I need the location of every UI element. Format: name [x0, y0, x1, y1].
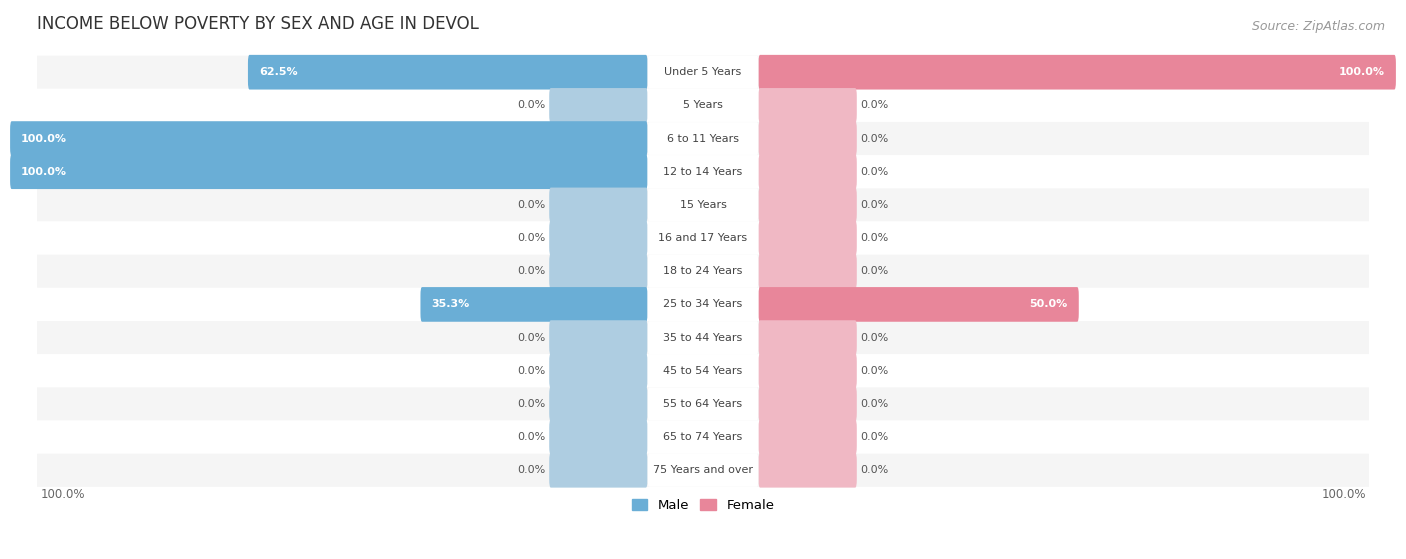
Text: 100.0%: 100.0%	[21, 167, 67, 177]
FancyBboxPatch shape	[758, 55, 1396, 89]
FancyBboxPatch shape	[37, 89, 1369, 122]
Text: 6 to 11 Years: 6 to 11 Years	[666, 134, 740, 144]
FancyBboxPatch shape	[648, 56, 758, 89]
FancyBboxPatch shape	[758, 254, 856, 288]
FancyBboxPatch shape	[758, 154, 856, 189]
Text: 12 to 14 Years: 12 to 14 Years	[664, 167, 742, 177]
FancyBboxPatch shape	[550, 353, 648, 388]
Text: 100.0%: 100.0%	[1322, 487, 1365, 501]
Text: 15 Years: 15 Years	[679, 200, 727, 210]
FancyBboxPatch shape	[37, 55, 1369, 89]
FancyBboxPatch shape	[758, 221, 856, 255]
FancyBboxPatch shape	[247, 55, 648, 89]
Text: 0.0%: 0.0%	[860, 432, 889, 442]
Text: 0.0%: 0.0%	[860, 366, 889, 376]
FancyBboxPatch shape	[758, 453, 856, 487]
Text: 35.3%: 35.3%	[432, 300, 470, 310]
FancyBboxPatch shape	[648, 155, 758, 188]
Text: 0.0%: 0.0%	[517, 101, 546, 110]
Text: INCOME BELOW POVERTY BY SEX AND AGE IN DEVOL: INCOME BELOW POVERTY BY SEX AND AGE IN D…	[37, 15, 479, 33]
Text: 0.0%: 0.0%	[860, 134, 889, 144]
Text: 0.0%: 0.0%	[517, 399, 546, 409]
FancyBboxPatch shape	[37, 387, 1369, 420]
Text: 0.0%: 0.0%	[517, 432, 546, 442]
Text: 35 to 44 Years: 35 to 44 Years	[664, 333, 742, 343]
FancyBboxPatch shape	[648, 188, 758, 221]
FancyBboxPatch shape	[550, 254, 648, 288]
FancyBboxPatch shape	[37, 420, 1369, 454]
FancyBboxPatch shape	[758, 387, 856, 421]
FancyBboxPatch shape	[648, 288, 758, 321]
FancyBboxPatch shape	[758, 121, 856, 156]
FancyBboxPatch shape	[758, 420, 856, 454]
Text: 0.0%: 0.0%	[517, 200, 546, 210]
Text: 0.0%: 0.0%	[860, 333, 889, 343]
Text: 16 and 17 Years: 16 and 17 Years	[658, 233, 748, 243]
FancyBboxPatch shape	[37, 321, 1369, 354]
Text: 0.0%: 0.0%	[517, 465, 546, 475]
Text: 25 to 34 Years: 25 to 34 Years	[664, 300, 742, 310]
FancyBboxPatch shape	[37, 122, 1369, 155]
FancyBboxPatch shape	[648, 454, 758, 487]
Legend: Male, Female: Male, Female	[626, 493, 780, 517]
Text: Source: ZipAtlas.com: Source: ZipAtlas.com	[1251, 20, 1385, 32]
FancyBboxPatch shape	[37, 155, 1369, 188]
FancyBboxPatch shape	[550, 88, 648, 123]
FancyBboxPatch shape	[37, 221, 1369, 255]
FancyBboxPatch shape	[37, 255, 1369, 288]
FancyBboxPatch shape	[758, 320, 856, 355]
Text: 0.0%: 0.0%	[517, 366, 546, 376]
Text: 0.0%: 0.0%	[860, 167, 889, 177]
Text: 65 to 74 Years: 65 to 74 Years	[664, 432, 742, 442]
FancyBboxPatch shape	[37, 188, 1369, 221]
Text: 100.0%: 100.0%	[41, 487, 84, 501]
FancyBboxPatch shape	[648, 255, 758, 288]
Text: 0.0%: 0.0%	[860, 399, 889, 409]
Text: 62.5%: 62.5%	[259, 67, 298, 77]
FancyBboxPatch shape	[550, 320, 648, 355]
FancyBboxPatch shape	[648, 89, 758, 122]
Text: 100.0%: 100.0%	[1339, 67, 1385, 77]
Text: 0.0%: 0.0%	[860, 266, 889, 276]
FancyBboxPatch shape	[648, 321, 758, 354]
FancyBboxPatch shape	[10, 121, 648, 156]
Text: 18 to 24 Years: 18 to 24 Years	[664, 266, 742, 276]
FancyBboxPatch shape	[550, 387, 648, 421]
FancyBboxPatch shape	[648, 222, 758, 254]
FancyBboxPatch shape	[37, 288, 1369, 321]
FancyBboxPatch shape	[550, 453, 648, 487]
Text: 55 to 64 Years: 55 to 64 Years	[664, 399, 742, 409]
Text: 0.0%: 0.0%	[517, 266, 546, 276]
FancyBboxPatch shape	[648, 387, 758, 420]
Text: 75 Years and over: 75 Years and over	[652, 465, 754, 475]
FancyBboxPatch shape	[550, 221, 648, 255]
FancyBboxPatch shape	[37, 454, 1369, 487]
Text: 0.0%: 0.0%	[860, 101, 889, 110]
Text: 0.0%: 0.0%	[860, 200, 889, 210]
FancyBboxPatch shape	[550, 188, 648, 222]
Text: 0.0%: 0.0%	[517, 233, 546, 243]
FancyBboxPatch shape	[758, 188, 856, 222]
FancyBboxPatch shape	[758, 88, 856, 123]
FancyBboxPatch shape	[420, 287, 648, 322]
FancyBboxPatch shape	[10, 154, 648, 189]
Text: Under 5 Years: Under 5 Years	[665, 67, 741, 77]
FancyBboxPatch shape	[758, 287, 1078, 322]
Text: 100.0%: 100.0%	[21, 134, 67, 144]
Text: 0.0%: 0.0%	[517, 333, 546, 343]
Text: 5 Years: 5 Years	[683, 101, 723, 110]
FancyBboxPatch shape	[648, 122, 758, 155]
Text: 50.0%: 50.0%	[1029, 300, 1067, 310]
FancyBboxPatch shape	[648, 354, 758, 387]
FancyBboxPatch shape	[550, 420, 648, 454]
Text: 0.0%: 0.0%	[860, 465, 889, 475]
FancyBboxPatch shape	[648, 421, 758, 453]
Text: 45 to 54 Years: 45 to 54 Years	[664, 366, 742, 376]
FancyBboxPatch shape	[758, 353, 856, 388]
FancyBboxPatch shape	[37, 354, 1369, 387]
Text: 0.0%: 0.0%	[860, 233, 889, 243]
